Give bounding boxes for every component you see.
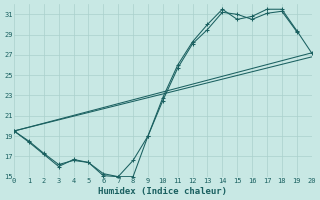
X-axis label: Humidex (Indice chaleur): Humidex (Indice chaleur) — [98, 187, 227, 196]
